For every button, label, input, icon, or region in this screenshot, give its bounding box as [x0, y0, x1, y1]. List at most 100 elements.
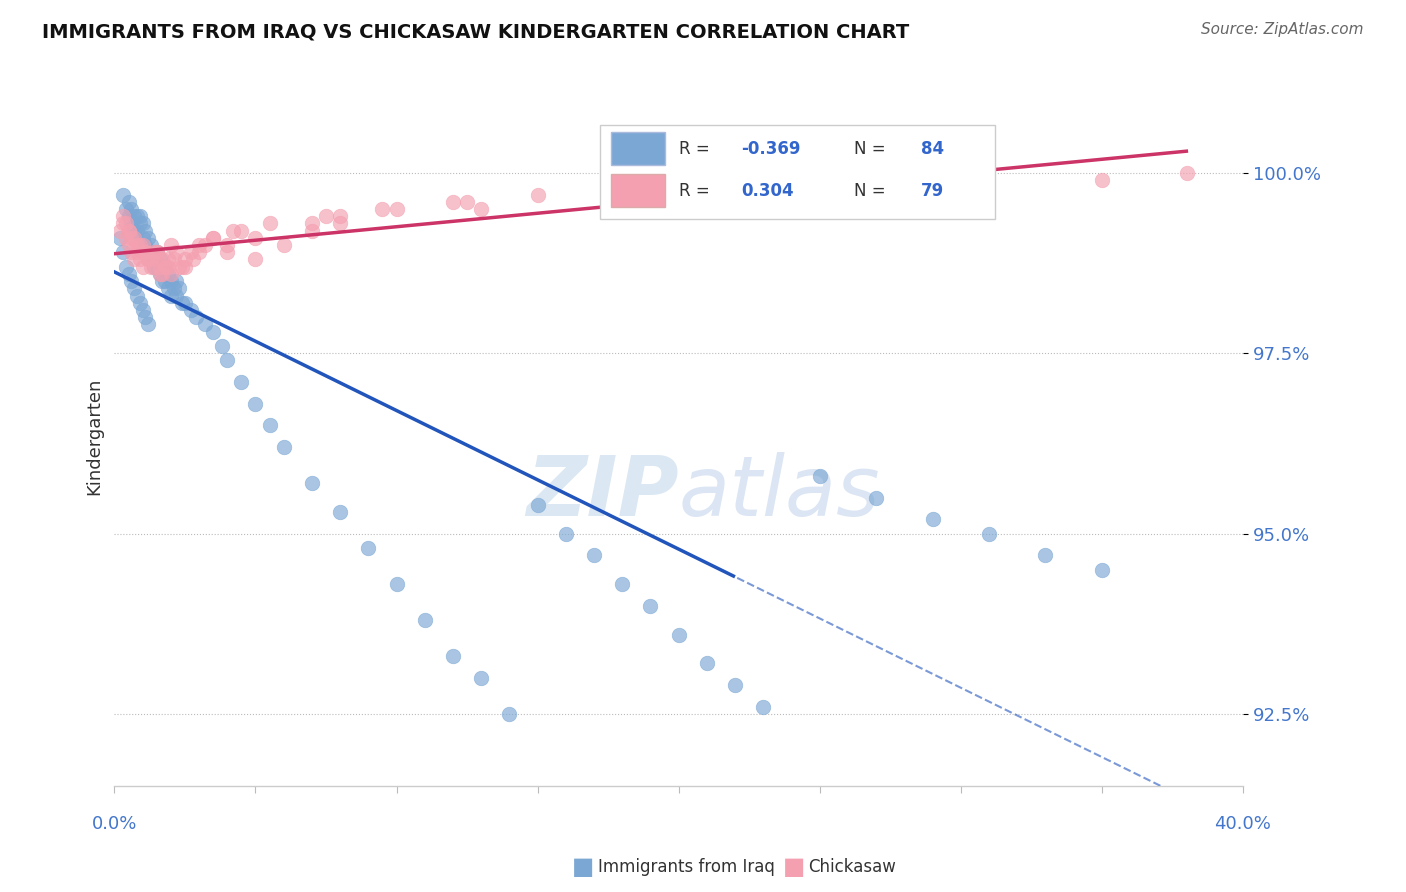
Point [114, 231, 136, 245]
Point [183, 252, 205, 267]
Point [357, 541, 380, 555]
Point [134, 224, 156, 238]
Text: ■: ■ [783, 855, 806, 879]
Text: R =: R = [679, 182, 714, 200]
Point [329, 209, 352, 223]
Point [245, 397, 267, 411]
Point [808, 469, 831, 483]
Point [150, 260, 173, 274]
Point [245, 231, 267, 245]
Point [441, 194, 464, 209]
Point [148, 267, 170, 281]
Point [583, 548, 606, 562]
Point [134, 238, 156, 252]
Point [122, 209, 145, 223]
Point [385, 202, 408, 216]
Point [139, 252, 162, 267]
Point [136, 231, 159, 245]
Text: Source: ZipAtlas.com: Source: ZipAtlas.com [1201, 22, 1364, 37]
Point [131, 216, 153, 230]
Point [128, 252, 150, 267]
Point [114, 260, 136, 274]
Point [865, 491, 887, 505]
Point [122, 252, 145, 267]
Point [949, 180, 972, 194]
Point [612, 577, 634, 591]
Point [122, 281, 145, 295]
Text: -0.369: -0.369 [741, 140, 800, 158]
Point [131, 260, 153, 274]
Point [157, 252, 180, 267]
Text: 84: 84 [921, 140, 945, 158]
Text: R =: R = [679, 140, 714, 158]
Point [385, 577, 408, 591]
Point [174, 260, 197, 274]
Point [1091, 563, 1114, 577]
Point [172, 260, 194, 274]
Point [153, 260, 176, 274]
Point [142, 245, 165, 260]
FancyBboxPatch shape [600, 125, 994, 219]
Point [139, 260, 162, 274]
Point [259, 216, 281, 230]
Text: ZIP: ZIP [526, 451, 679, 533]
Point [125, 224, 148, 238]
Point [456, 194, 478, 209]
Point [142, 260, 165, 274]
Point [136, 318, 159, 332]
Point [174, 295, 197, 310]
Point [120, 202, 142, 216]
Point [120, 216, 142, 230]
Point [148, 267, 170, 281]
Point [157, 281, 180, 295]
Point [217, 353, 239, 368]
Point [1091, 173, 1114, 187]
Point [120, 274, 142, 288]
Text: Chickasaw: Chickasaw [808, 858, 897, 876]
Point [114, 202, 136, 216]
Point [153, 260, 176, 274]
Point [148, 260, 170, 274]
Point [117, 238, 139, 252]
Text: 40.0%: 40.0% [1215, 815, 1271, 833]
Point [752, 699, 775, 714]
Point [977, 526, 1000, 541]
Point [498, 706, 520, 721]
Point [160, 238, 183, 252]
Point [111, 245, 134, 260]
Point [131, 238, 153, 252]
Point [153, 260, 176, 274]
Y-axis label: Kindergarten: Kindergarten [86, 377, 103, 495]
Point [169, 281, 191, 295]
Text: N =: N = [853, 182, 890, 200]
Point [108, 231, 131, 245]
Bar [612, 132, 665, 165]
Point [188, 245, 211, 260]
Point [163, 252, 186, 267]
Point [470, 202, 492, 216]
Point [217, 238, 239, 252]
Point [202, 231, 225, 245]
Point [329, 505, 352, 519]
Text: ■: ■ [572, 855, 595, 879]
Point [612, 180, 634, 194]
Point [259, 418, 281, 433]
Point [134, 245, 156, 260]
Point [211, 339, 233, 353]
Point [128, 209, 150, 223]
Point [157, 260, 180, 274]
Text: 0.304: 0.304 [741, 182, 793, 200]
Point [921, 512, 943, 526]
Point [145, 245, 167, 260]
Point [125, 288, 148, 302]
Bar [612, 174, 665, 208]
Point [142, 260, 165, 274]
Point [526, 498, 548, 512]
Point [128, 238, 150, 252]
Point [893, 166, 915, 180]
Point [441, 649, 464, 664]
Point [194, 318, 217, 332]
Point [117, 194, 139, 209]
Point [554, 526, 576, 541]
Point [371, 202, 394, 216]
